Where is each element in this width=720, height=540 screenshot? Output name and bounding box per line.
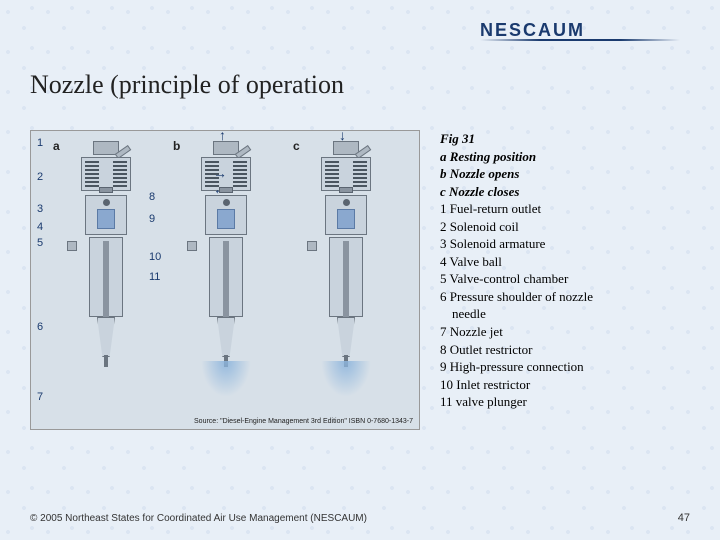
spray-icon (201, 361, 251, 397)
legend-item: 1 Fuel-return outlet (440, 200, 680, 218)
arrow-up-icon: ↑ (219, 127, 226, 143)
footer-copyright: © 2005 Northeast States for Coordinated … (30, 513, 367, 524)
legend-item: 5 Valve-control chamber (440, 270, 680, 288)
spray-icon (321, 361, 371, 397)
part-number-label: 8 (149, 191, 155, 203)
part-number-label: 11 (149, 271, 160, 283)
part-number-label: 9 (149, 213, 155, 225)
legend-item: 6 Pressure shoulder of nozzle (440, 288, 680, 306)
legend-fig: Fig 31 (440, 130, 680, 148)
part-number-label: 3 (37, 203, 43, 215)
brand-logo-text: NESCAUM (480, 20, 680, 41)
part-number-label: 1 (37, 137, 43, 149)
page-title: Nozzle (principle of operation (30, 70, 344, 100)
legend-item: 9 High-pressure connection (440, 358, 680, 376)
legend-item: 2 Solenoid coil (440, 218, 680, 236)
injector-icon: ↓ (311, 141, 381, 401)
part-number-label: 2 (37, 171, 43, 183)
legend-item-cont: needle (440, 305, 680, 323)
injector-icon (71, 141, 141, 401)
injector-icon: ↑ → ← (191, 141, 261, 401)
legend-item: 10 Inlet restrictor (440, 376, 680, 394)
part-number-label: 6 (37, 321, 43, 333)
legend: Fig 31 a Resting position b Nozzle opens… (440, 130, 680, 411)
legend-state-c: c Nozzle closes (440, 183, 680, 201)
legend-item: 7 Nozzle jet (440, 323, 680, 341)
part-number-label: 4 (37, 221, 43, 233)
injector-state-a: a (71, 141, 141, 401)
legend-state-a: a Resting position (440, 148, 680, 166)
injector-state-c: c ↓ (311, 141, 381, 401)
part-number-label: 5 (37, 237, 43, 249)
legend-item: 8 Outlet restrictor (440, 341, 680, 359)
injector-state-b: b ↑ → ← (191, 141, 261, 401)
brand-logo: NESCAUM (480, 20, 680, 41)
arrow-down-icon: ↓ (339, 127, 346, 143)
legend-state-b: b Nozzle opens (440, 165, 680, 183)
page-number: 47 (678, 512, 690, 524)
legend-item: 11 valve plunger (440, 393, 680, 411)
state-label-a: a (53, 139, 60, 153)
diagram-panel: 1 2 3 4 5 6 7 8 9 10 11 a b ↑ → ← c ↓ (30, 130, 420, 430)
diagram-source: Source: "Diesel-Engine Management 3rd Ed… (194, 418, 413, 425)
state-label-c: c (293, 139, 300, 153)
legend-item: 3 Solenoid armature (440, 235, 680, 253)
part-number-label: 10 (149, 251, 161, 263)
part-number-label: 7 (37, 391, 43, 403)
legend-item: 4 Valve ball (440, 253, 680, 271)
state-label-b: b (173, 139, 180, 153)
